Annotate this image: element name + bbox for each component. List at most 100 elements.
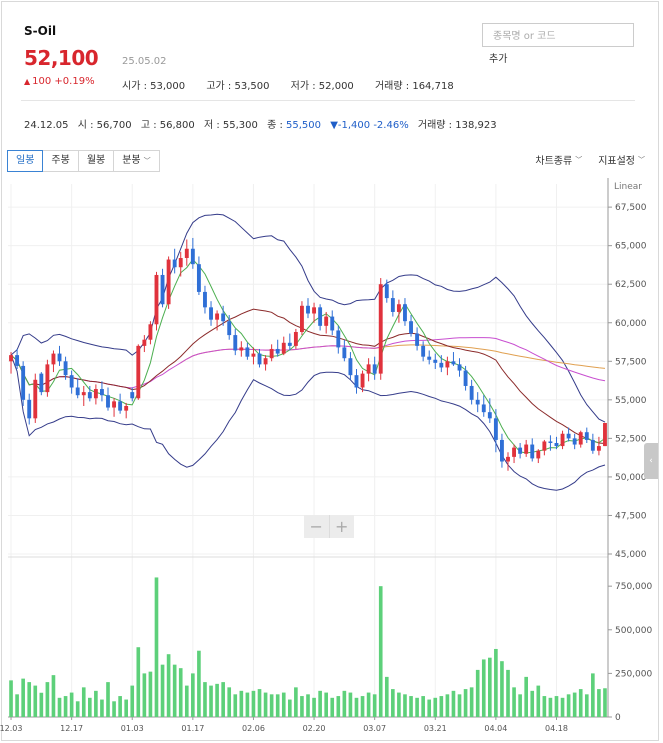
- volume-bar: [433, 697, 438, 717]
- candle-body: [530, 444, 535, 459]
- volume-bar: [94, 690, 98, 717]
- candle-body: [57, 353, 62, 362]
- volume-bar: [112, 701, 116, 717]
- volume-bar: [512, 687, 516, 717]
- plus-icon[interactable]: +: [335, 517, 349, 536]
- volume-value: 164,718: [412, 81, 454, 92]
- candle-body: [487, 412, 492, 419]
- volume-bar: [506, 669, 510, 717]
- candle-body: [342, 347, 347, 359]
- volume-bar: [245, 692, 250, 717]
- candle-body: [396, 304, 401, 312]
- quote-summary: 시가 : 53,000 고가 : 53,500 저가 : 52,000 거래량 …: [122, 81, 454, 92]
- candle-body: [293, 332, 298, 346]
- candle-body: [154, 274, 159, 325]
- ma60-line: [10, 337, 606, 389]
- candle-body: [118, 401, 123, 411]
- volume-bar: [148, 671, 153, 717]
- volume-bar: [294, 687, 298, 717]
- volume-bar: [257, 689, 262, 717]
- hover-change: ▼-1,400 -2.46%: [330, 120, 409, 131]
- candle-body: [578, 432, 583, 445]
- zoom-control: − +: [304, 515, 354, 538]
- x-tick-label: 02.06: [242, 724, 265, 733]
- volume-bar: [136, 647, 141, 717]
- candle-body: [360, 373, 365, 388]
- candle-body: [112, 401, 116, 408]
- minus-icon[interactable]: −: [304, 515, 330, 538]
- volume-tick-label: 500,000: [615, 626, 652, 636]
- volume-bar: [500, 661, 504, 717]
- candle-body: [366, 364, 371, 374]
- volume-bar: [336, 696, 341, 717]
- volume-bar: [27, 682, 32, 717]
- y-tick-label: 67,500: [615, 203, 647, 213]
- indicator-menu[interactable]: 지표설정 ﹀: [598, 152, 645, 168]
- hover-low: 55,300: [222, 120, 258, 131]
- candlestick-chart[interactable]: 67,500 65,000 62,500 60,000 57,500 55,000 52,5…: [0, 176, 660, 743]
- open-label: 시가: [122, 81, 141, 92]
- candle-body: [318, 307, 323, 326]
- stock-search[interactable]: [482, 23, 634, 48]
- add-button[interactable]: 추가: [489, 54, 508, 65]
- candle-body: [554, 443, 559, 447]
- chart-menu: 차트종류 ﹀ 지표설정 ﹀: [519, 152, 645, 168]
- candle-body: [251, 353, 256, 357]
- tab-minute[interactable]: 분봉 ﹀: [113, 150, 160, 172]
- candle-body: [518, 447, 523, 454]
- candle-body: [433, 359, 438, 363]
- candle-body: [21, 365, 26, 400]
- candle-body: [584, 432, 589, 440]
- chart-type-label: 차트종류: [535, 156, 573, 167]
- y-tick-label: 60,000: [615, 319, 647, 329]
- side-panel-handle[interactable]: ‹: [644, 443, 658, 479]
- volume-bar: [81, 687, 86, 717]
- tab-weekly[interactable]: 주봉: [42, 150, 79, 172]
- tab-daily[interactable]: 일봉: [7, 150, 44, 172]
- volume-bar: [215, 683, 219, 717]
- chart-type-menu[interactable]: 차트종류 ﹀: [535, 152, 582, 168]
- candle-body: [227, 321, 232, 336]
- tab-monthly[interactable]: 월봉: [77, 150, 115, 172]
- candle-body: [275, 348, 280, 354]
- volume-bar: [542, 696, 547, 717]
- volume-bar: [100, 699, 104, 717]
- candle-body: [209, 307, 213, 320]
- volume-bar: [227, 687, 232, 717]
- candle-body: [263, 358, 268, 365]
- volume-bar: [33, 685, 38, 717]
- volume-bar: [300, 696, 304, 717]
- y-tick-label: 47,500: [615, 511, 647, 521]
- volume-bar: [409, 696, 413, 717]
- volume-bar: [366, 692, 371, 717]
- x-tick-label: 12.03: [0, 724, 22, 733]
- candle-body: [500, 439, 504, 462]
- chevron-down-icon: ﹀: [143, 157, 151, 165]
- volume-bar: [342, 690, 347, 717]
- chevron-down-icon: ﹀: [638, 155, 645, 164]
- volume-bar: [348, 692, 353, 717]
- price-change-value: 100 +0.19%: [32, 76, 95, 87]
- candle-body: [354, 375, 359, 388]
- candle-body: [451, 361, 456, 365]
- search-input[interactable]: [483, 25, 633, 48]
- volume-bar: [15, 694, 19, 717]
- candle-body: [148, 324, 153, 340]
- volume-bar: [578, 689, 583, 717]
- volume-bar: [166, 654, 171, 717]
- candle-body: [421, 345, 426, 357]
- chevron-left-icon: ‹: [649, 456, 653, 466]
- candle-body: [239, 347, 244, 351]
- candle-body: [190, 248, 195, 265]
- candle-body: [300, 305, 304, 332]
- up-arrow-icon: ▲: [24, 77, 31, 86]
- x-tick-label: 03.21: [424, 724, 447, 733]
- volume-bar: [124, 699, 128, 717]
- volume-bar: [372, 694, 377, 717]
- volume-bar: [554, 696, 559, 717]
- candle-body: [336, 330, 341, 348]
- indicator-label: 지표설정: [598, 156, 635, 167]
- x-tick-label: 02.20: [303, 724, 326, 733]
- tab-weekly-label: 주봉: [51, 155, 70, 166]
- hover-date: 24.12.05: [24, 120, 69, 131]
